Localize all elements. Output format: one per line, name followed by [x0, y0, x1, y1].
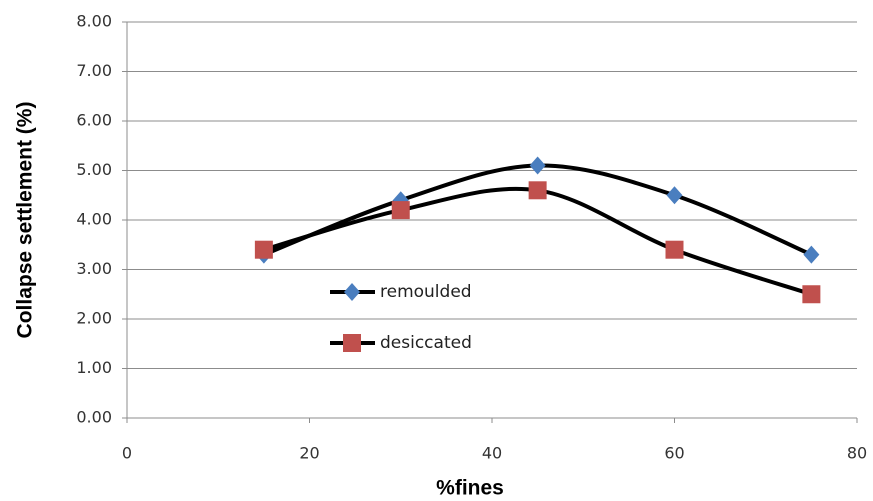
data-point [254, 240, 273, 259]
legend-label: desiccated [380, 333, 472, 353]
y-tick-label: 1.00 [76, 358, 112, 377]
x-tick-label: 80 [847, 444, 867, 463]
y-tick-label: 3.00 [76, 259, 112, 278]
series-line [263, 186, 812, 297]
data-point [803, 245, 820, 264]
y-tick-label: 7.00 [76, 61, 112, 80]
y-tick-label: 2.00 [76, 309, 112, 328]
legend-marker [343, 334, 361, 352]
y-tick-label: 6.00 [76, 111, 112, 130]
y-axis-title: Collapse settlement (%) [14, 102, 37, 339]
y-tick-label: 8.00 [76, 12, 112, 31]
x-axis-title: %fines [436, 477, 504, 500]
data-point [802, 285, 821, 304]
series-line [263, 163, 813, 257]
data-point [391, 201, 410, 220]
data-point [529, 156, 546, 175]
x-tick-label: 0 [122, 444, 132, 463]
x-tick-label: 20 [299, 444, 319, 463]
y-tick-label: 5.00 [76, 160, 112, 179]
data-point [666, 186, 683, 205]
y-tick-label: 0.00 [76, 408, 112, 427]
x-tick-label: 60 [664, 444, 684, 463]
data-point [665, 240, 684, 259]
legend-label: remoulded [380, 282, 472, 302]
legend-marker [344, 283, 360, 301]
y-tick-label: 4.00 [76, 210, 112, 229]
data-point [528, 181, 547, 200]
x-tick-label: 40 [482, 444, 502, 463]
